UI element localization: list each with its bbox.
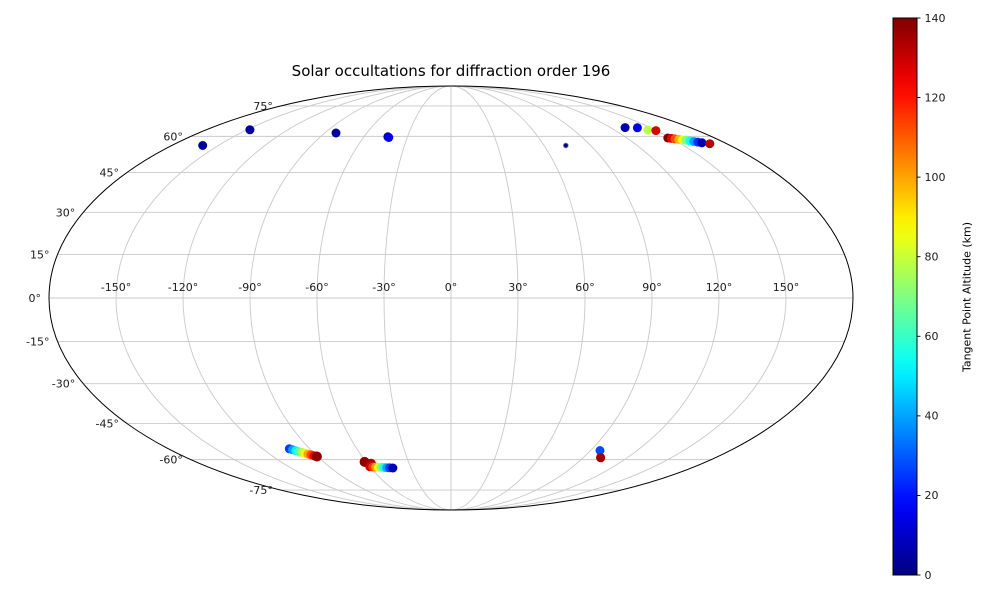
colorbar-tick-label: 40 (925, 410, 939, 423)
lat-tick-label: 45° (100, 166, 120, 179)
lon-tick-label: -30° (372, 281, 395, 294)
scatter-point (705, 139, 715, 149)
colorbar-outline (892, 17, 918, 576)
lon-tick-label: 0° (445, 281, 458, 294)
colorbar-tick-label: 60 (925, 330, 939, 343)
lat-tick-label: 60° (163, 130, 183, 143)
colorbar-tick-label: 140 (925, 12, 946, 25)
scatter-point (331, 128, 341, 138)
lat-tick-label: -45° (96, 418, 119, 431)
lat-tick-label: -30° (52, 378, 75, 391)
colorbar-gradient (893, 18, 917, 575)
colorbar-tick-label: 120 (925, 91, 946, 104)
scatter-point (388, 463, 398, 473)
scatter-point (311, 451, 322, 462)
lon-tick-label: 60° (575, 281, 595, 294)
lat-tick-label: 0° (29, 292, 42, 305)
scatter-point (620, 123, 630, 133)
lon-tick-label: 120° (706, 281, 733, 294)
scatter-point (384, 133, 394, 142)
lat-tick-label: 15° (30, 249, 50, 262)
scatter-point (632, 123, 642, 133)
scatter-point (643, 125, 653, 135)
lon-tick-label: -60° (305, 281, 328, 294)
scatter-point (245, 125, 255, 135)
scatter-point (651, 126, 661, 136)
lat-tick-label: -75° (249, 484, 272, 497)
lon-tick-label: -120° (168, 281, 198, 294)
lon-tick-label: -90° (238, 281, 261, 294)
lon-tick-label: 30° (508, 281, 528, 294)
lat-tick-label: 30° (56, 206, 76, 219)
colorbar-label: Tangent Point Altitude (km) (960, 221, 974, 373)
scatter-point (198, 141, 208, 150)
lat-tick-label: -60° (159, 454, 182, 467)
colorbar-tick-label: 80 (925, 251, 939, 264)
lat-tick-label: 75° (253, 100, 273, 113)
scatter-point (596, 453, 606, 463)
colorbar-tick-label: 100 (925, 171, 946, 184)
lat-tick-label: -15° (26, 335, 49, 348)
scatter-point (595, 446, 605, 455)
scatter-point (697, 138, 707, 148)
lon-tick-label: -150° (101, 281, 131, 294)
colorbar-tick-label: 0 (925, 569, 932, 582)
map-outline (48, 85, 854, 511)
chart-title: Solar occultations for diffraction order… (291, 62, 611, 80)
colorbar-tick-label: 20 (925, 489, 939, 502)
lon-tick-label: 90° (642, 281, 662, 294)
lon-tick-label: 150° (773, 281, 800, 294)
scatter-point (562, 142, 569, 149)
